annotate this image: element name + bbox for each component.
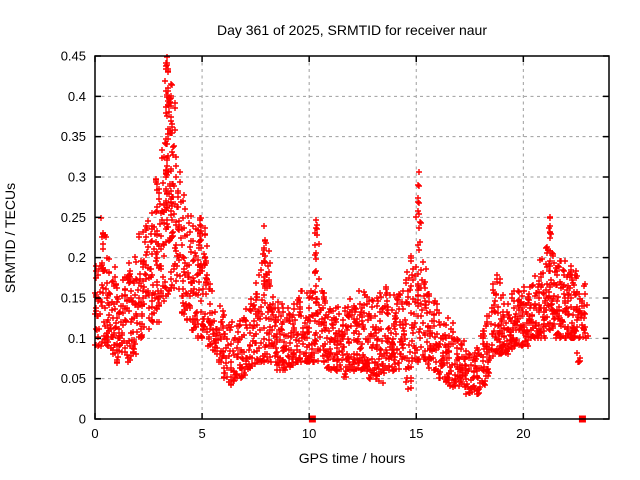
tick-labels: 0 5 10 15 20 0 0.05 0.1 0.15 0.2 0.25 0.3 0.35 0.4 0.4… xyxy=(61,49,531,442)
x-tick-label: 10 xyxy=(302,426,316,441)
x-tick-label: 15 xyxy=(409,426,423,441)
y-tick-label: 0.35 xyxy=(61,129,86,144)
axes-frame xyxy=(94,55,610,420)
x-tick-label: 20 xyxy=(516,426,530,441)
y-tick-label: 0.2 xyxy=(68,250,86,265)
chart-title: Day 361 of 2025, SRMTID for receiver nau… xyxy=(216,22,487,38)
y-tick-label: 0.4 xyxy=(68,89,86,104)
x-axis-label: GPS time / hours xyxy=(298,450,406,466)
y-tick-label: 0.45 xyxy=(61,49,86,64)
x-tick-label: 5 xyxy=(198,426,205,441)
y-tick-label: 0.1 xyxy=(68,331,86,346)
y-tick-label: 0.25 xyxy=(61,210,86,225)
scatter-points xyxy=(92,54,591,423)
y-tick-label: 0.3 xyxy=(68,170,86,185)
y-tick-label: 0 xyxy=(79,412,86,427)
y-tick-label: 0.05 xyxy=(61,371,86,386)
y-tick-label: 0.15 xyxy=(61,291,86,306)
x-tick-label: 0 xyxy=(91,426,98,441)
